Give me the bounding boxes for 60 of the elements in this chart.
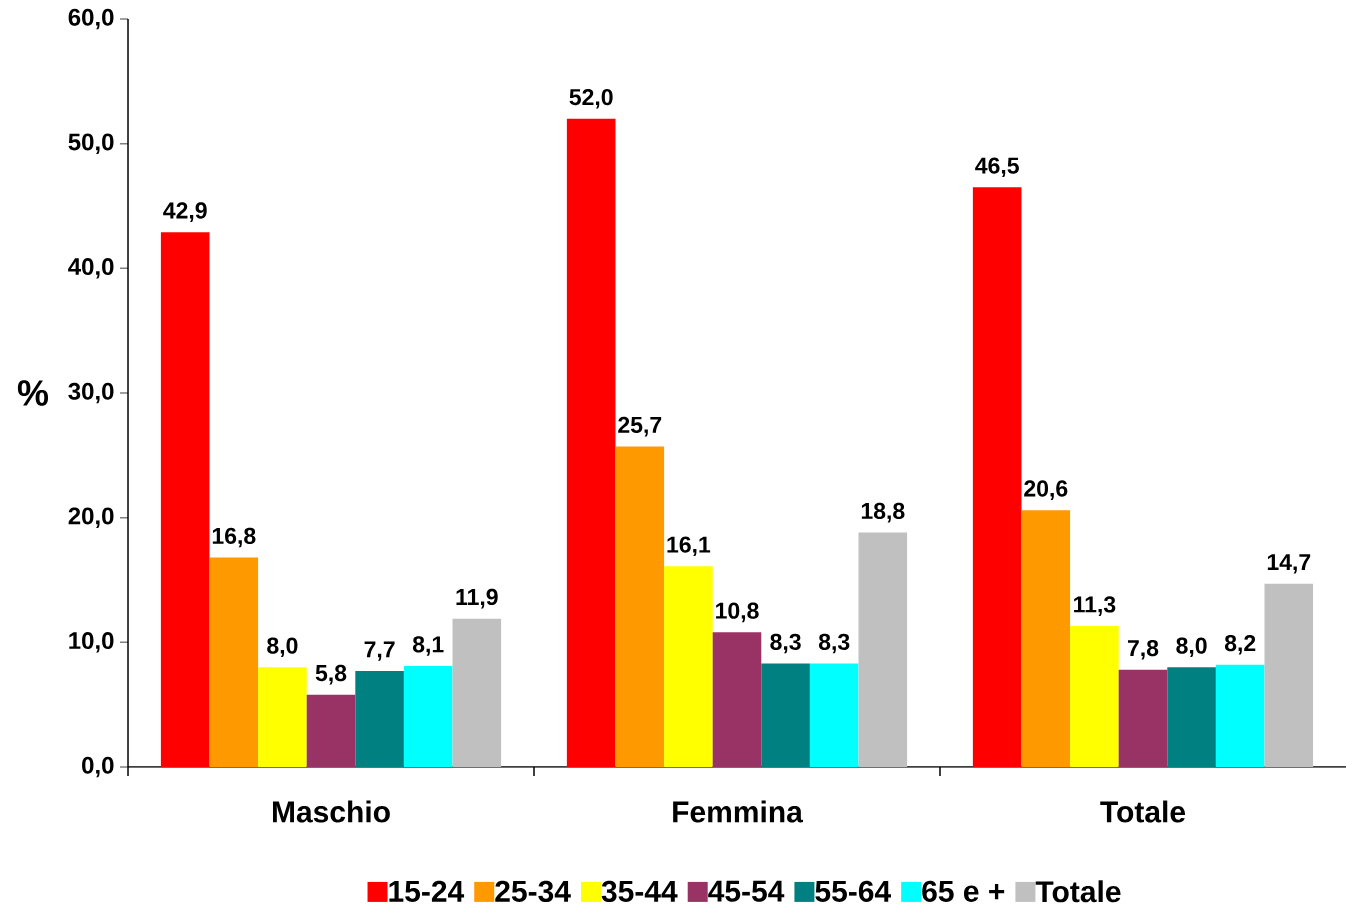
data-label: 7,8 bbox=[1127, 639, 1159, 660]
data-label: 8,3 bbox=[818, 633, 850, 654]
bar bbox=[1215, 664, 1265, 767]
bar bbox=[403, 666, 453, 767]
bar bbox=[355, 671, 404, 767]
data-label: 10,8 bbox=[716, 602, 759, 623]
bar bbox=[1021, 510, 1071, 767]
y-tick-label: 0,0 bbox=[82, 756, 114, 778]
bar bbox=[452, 618, 502, 767]
y-axis-title: % bbox=[17, 380, 49, 406]
y-tick-label: 20,0 bbox=[68, 507, 114, 528]
bar bbox=[258, 667, 307, 767]
bar bbox=[1167, 667, 1216, 767]
data-label: 8,2 bbox=[1224, 634, 1256, 655]
bar bbox=[664, 566, 713, 767]
x-tick-label: Totale bbox=[1100, 800, 1186, 823]
bar bbox=[972, 187, 1022, 767]
y-tick-label: 50,0 bbox=[68, 133, 114, 154]
data-label: 20,6 bbox=[1024, 480, 1068, 500]
bar bbox=[1070, 626, 1119, 767]
bar bbox=[761, 663, 810, 767]
data-label: 8,0 bbox=[267, 637, 298, 658]
bar bbox=[712, 632, 762, 767]
data-label: 8,0 bbox=[1176, 637, 1207, 658]
data-label: 18,8 bbox=[861, 502, 905, 523]
bar bbox=[566, 118, 616, 767]
y-tick-label: 40,0 bbox=[68, 258, 114, 279]
legend-label: 65 e + bbox=[922, 880, 1005, 902]
bar bbox=[809, 663, 859, 767]
y-tick-label: 10,0 bbox=[69, 632, 114, 653]
data-label: 14,7 bbox=[1267, 554, 1311, 574]
legend-label: Totale bbox=[1035, 880, 1121, 903]
data-label: 8,1 bbox=[412, 636, 444, 656]
legend-label: 15-24 bbox=[389, 880, 465, 902]
bar bbox=[209, 557, 259, 767]
data-label: 52,0 bbox=[569, 88, 613, 109]
bar bbox=[858, 532, 908, 767]
legend-label: 45-54 bbox=[708, 880, 785, 902]
legend-label: 55-64 bbox=[815, 880, 891, 902]
data-label: 7,7 bbox=[364, 641, 395, 661]
data-label: 11,3 bbox=[1074, 596, 1116, 616]
x-tick-label: Maschio bbox=[273, 800, 390, 823]
data-label: 16,1 bbox=[667, 536, 711, 557]
data-label: 5,8 bbox=[315, 664, 347, 685]
data-label: 42,9 bbox=[163, 202, 207, 222]
y-tick-label: 60,0 bbox=[68, 8, 114, 30]
y-tick-label: 30,0 bbox=[68, 382, 114, 404]
data-label: 11,9 bbox=[456, 588, 498, 609]
bar bbox=[1264, 583, 1314, 767]
bar bbox=[615, 446, 665, 767]
legend-label: 35-44 bbox=[601, 880, 678, 902]
data-label: 8,3 bbox=[770, 633, 801, 654]
data-label: 46,5 bbox=[975, 157, 1019, 178]
data-label: 25,7 bbox=[618, 416, 662, 437]
bar bbox=[1118, 669, 1168, 767]
bar bbox=[306, 694, 356, 767]
bar bbox=[160, 232, 210, 767]
x-tick-label: Femmina bbox=[673, 800, 804, 823]
legend-label: 25-34 bbox=[495, 880, 571, 902]
data-label: 16,8 bbox=[212, 527, 256, 548]
